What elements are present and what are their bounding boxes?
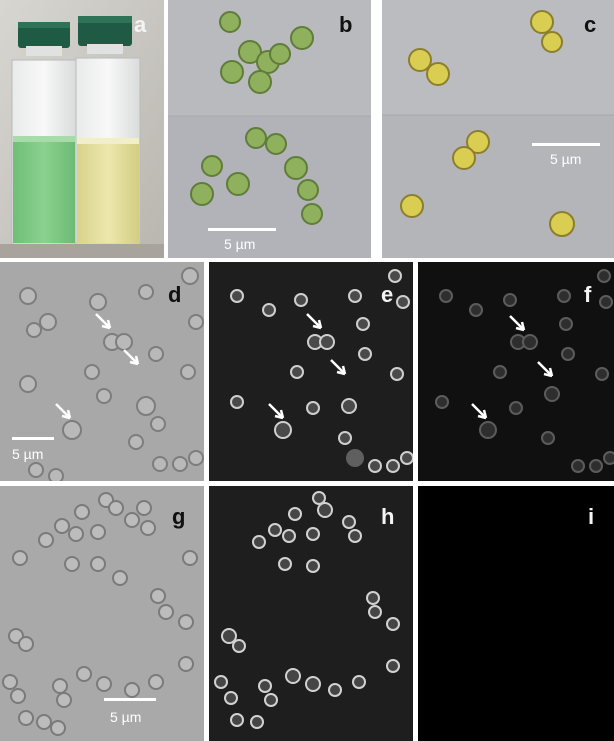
scale-text-g: 5 µm bbox=[110, 709, 142, 725]
panel-a: a bbox=[0, 0, 164, 258]
panel-label-g: g bbox=[172, 504, 186, 529]
micrograph-h bbox=[209, 486, 413, 741]
panel-label-h: h bbox=[381, 504, 395, 529]
scale-bar-d bbox=[12, 437, 54, 440]
scale-bar-b bbox=[208, 228, 276, 231]
panel-label-b: b bbox=[339, 12, 353, 37]
panel-label-a: a bbox=[134, 12, 147, 37]
arrow-icon bbox=[55, 403, 72, 420]
panel-label-i: i bbox=[588, 504, 595, 529]
panel-label-f: f bbox=[584, 282, 592, 307]
yellow-cells bbox=[400, 10, 575, 237]
micrograph-c bbox=[382, 0, 614, 258]
dic-cells-d bbox=[19, 267, 204, 481]
panel-b: b 5 µm bbox=[168, 0, 371, 258]
micrograph-e bbox=[209, 262, 413, 481]
panel-f: f bbox=[418, 262, 614, 481]
green-culture bbox=[13, 140, 75, 243]
arrow-icon bbox=[509, 315, 526, 332]
vial-cap-right bbox=[78, 16, 132, 46]
vial-cap-left bbox=[18, 22, 70, 48]
arrow-icon bbox=[471, 403, 488, 420]
scale-bar-c bbox=[532, 143, 600, 146]
yellow-culture bbox=[77, 142, 139, 243]
micrograph-g bbox=[0, 486, 204, 741]
panel-label-e: e bbox=[381, 282, 394, 307]
fluor-cells-h bbox=[214, 491, 400, 729]
vials-illustration bbox=[0, 0, 164, 258]
green-cells bbox=[190, 11, 323, 225]
panel-c: c 5 µm bbox=[382, 0, 614, 258]
micrograph-b bbox=[168, 0, 371, 258]
arrow-icon bbox=[123, 349, 140, 366]
fluor-cells-e bbox=[230, 269, 413, 473]
panel-d: d 5 µm bbox=[0, 262, 204, 481]
scale-text-d: 5 µm bbox=[12, 446, 44, 462]
arrow-icon bbox=[268, 403, 285, 420]
arrow-icon bbox=[537, 361, 554, 378]
panel-g: g 5 µm bbox=[0, 486, 204, 741]
panel-label-c: c bbox=[584, 12, 597, 37]
panel-e: e bbox=[209, 262, 413, 481]
panel-label-d: d bbox=[168, 282, 182, 307]
scale-text-b: 5 µm bbox=[224, 236, 256, 252]
panel-i: i bbox=[418, 486, 614, 741]
micrograph-f bbox=[418, 262, 614, 481]
arrow-icon bbox=[95, 313, 112, 330]
panel-h: h bbox=[209, 486, 413, 741]
arrow-icon bbox=[330, 359, 347, 376]
micrograph-d bbox=[0, 262, 204, 481]
fluor-cells-f bbox=[435, 269, 614, 473]
arrow-icon bbox=[306, 313, 323, 330]
dic-cells-g bbox=[2, 492, 198, 736]
scale-bar-g bbox=[104, 698, 156, 701]
scale-text-c: 5 µm bbox=[550, 151, 582, 167]
